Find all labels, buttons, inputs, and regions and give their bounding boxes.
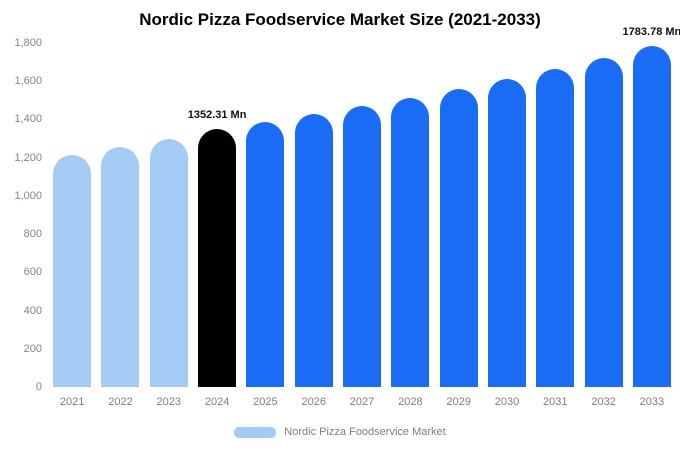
bar-2026 [294, 114, 333, 387]
x-tick-label: 2021 [59, 396, 85, 408]
x-tick-label: 2031 [543, 396, 568, 408]
y-axis: 0 200 400 600 800 1,000 1,200 1,400 1,600 1,800 [0, 37, 42, 393]
x-tick-label: 2028 [398, 396, 423, 408]
x-tick-label: 2024 [204, 396, 230, 408]
bar-2030 [487, 78, 526, 387]
bar-2031 [536, 69, 575, 387]
bar-2027 [343, 106, 382, 387]
x-tick-label: 2029 [446, 396, 471, 408]
bar-value-label: 1352.31 Mn [187, 108, 247, 121]
bar-slot [386, 43, 434, 387]
y-tick-label: 1,000 [14, 189, 42, 202]
bar-slot: 1783.78 Mn [623, 26, 680, 387]
bar-2029 [439, 88, 478, 387]
y-tick-label: 1,600 [14, 75, 42, 88]
x-tick-label: 2033 [639, 396, 665, 408]
x-tick-label: 2032 [591, 396, 616, 408]
x-tick-label: 2030 [494, 396, 520, 408]
bar-slot [48, 43, 96, 387]
bar-2023 [149, 139, 188, 387]
x-tick-label: 2022 [108, 396, 133, 408]
bar-slot [435, 43, 483, 387]
bar-2022 [101, 146, 140, 387]
bar-slot [96, 43, 144, 387]
y-tick-label: 800 [23, 228, 42, 241]
legend[interactable]: Nordic Pizza Foodservice Market [0, 426, 680, 438]
y-tick-label: 600 [23, 266, 42, 279]
x-tick-label: 2023 [156, 396, 182, 408]
bar-slot: 1352.31 Mn [188, 43, 246, 387]
bar-slot [338, 43, 386, 387]
bar-slot [241, 43, 289, 387]
bar-value-label: 1783.78 Mn [622, 26, 680, 39]
y-tick-label: 1,200 [14, 151, 42, 164]
legend-swatch [234, 426, 277, 438]
bar-slot [579, 43, 627, 387]
chart-title: Nordic Pizza Foodservice Market Size (20… [139, 10, 541, 29]
y-tick-label: 0 [35, 381, 42, 393]
y-tick-label: 1,400 [14, 113, 42, 126]
legend-label: Nordic Pizza Foodservice Market [284, 426, 446, 438]
bar-2021 [53, 155, 92, 387]
x-axis: 2021 2022 2023 2024 2025 2026 2027 2028 2029 2030… [48, 396, 676, 408]
bar-2032 [584, 58, 623, 387]
x-tick-label: 2026 [301, 396, 326, 408]
bar-2033 [632, 46, 671, 387]
y-tick-label: 400 [23, 304, 42, 317]
y-tick-label: 1,800 [14, 37, 42, 49]
bar-slot [483, 43, 531, 387]
bar-slot [145, 43, 193, 387]
bar-2025 [246, 121, 285, 387]
x-tick-label: 2027 [349, 396, 375, 408]
bars-area: 1352.31 Mn 1783.78 Mn [48, 26, 680, 387]
x-tick-label: 2025 [253, 396, 278, 408]
bar-2028 [391, 97, 430, 387]
bar-slot [531, 43, 579, 387]
y-tick-label: 200 [23, 342, 42, 355]
bar-2024 [198, 128, 237, 387]
bar-slot [290, 43, 338, 387]
